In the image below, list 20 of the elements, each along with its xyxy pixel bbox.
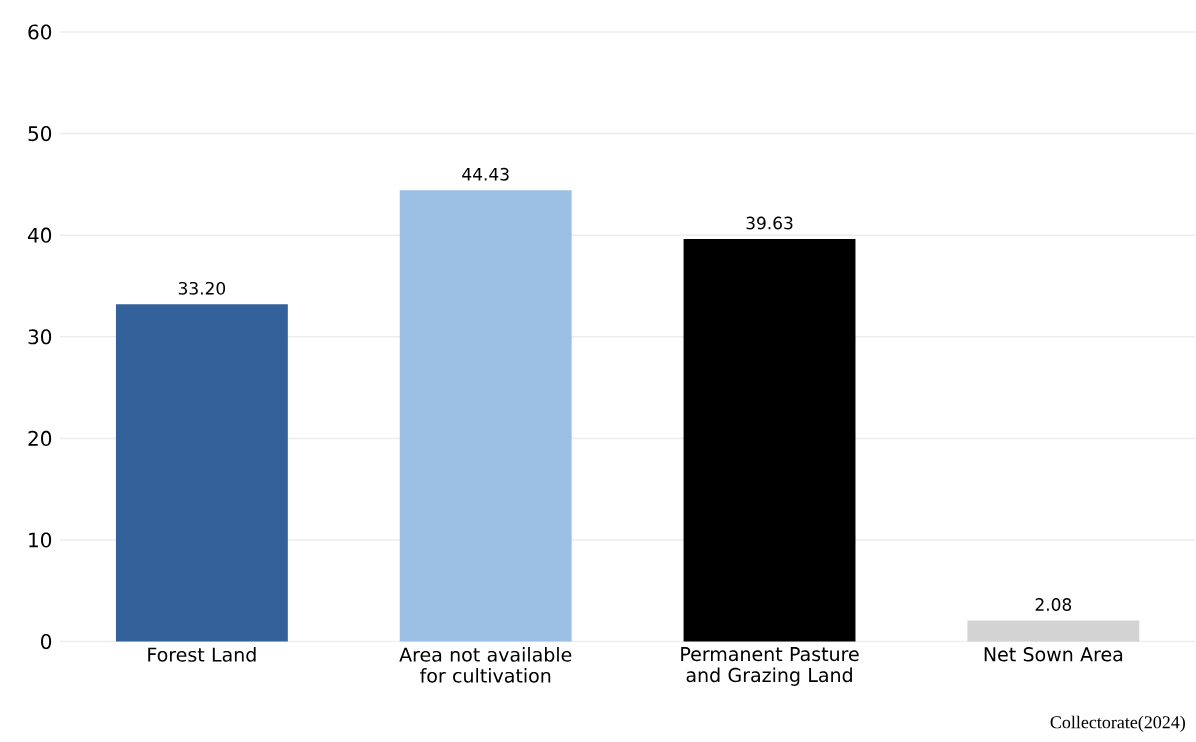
text: Collectorate(2024) bbox=[1050, 715, 1185, 733]
bar bbox=[683, 239, 856, 642]
bar bbox=[967, 620, 1140, 642]
y-tick-label: 10 bbox=[29, 532, 52, 548]
y-tick-label: 30 bbox=[28, 329, 52, 345]
x-tick-label: Net Sown Area bbox=[984, 647, 1123, 662]
bar bbox=[399, 190, 572, 642]
data-label: 39.63 bbox=[746, 216, 793, 230]
y-tick-label: 0 bbox=[41, 634, 52, 650]
y-tick-label: 50 bbox=[28, 126, 52, 142]
data-label: 44.43 bbox=[462, 168, 509, 181]
x-tick-label: Area not available for cultivation bbox=[399, 647, 572, 684]
y-tick-label: 20 bbox=[28, 431, 52, 447]
bar bbox=[115, 304, 288, 642]
y-tick-label: 40 bbox=[28, 227, 52, 243]
x-tick-label: Forest Land bbox=[148, 647, 256, 663]
x-tick-label: Permanent Pasture and Grazing Land bbox=[681, 647, 859, 687]
y-tick-label: 60 bbox=[28, 24, 52, 40]
data-label: 2.08 bbox=[1035, 598, 1072, 612]
data-label: 33.20 bbox=[178, 282, 226, 295]
